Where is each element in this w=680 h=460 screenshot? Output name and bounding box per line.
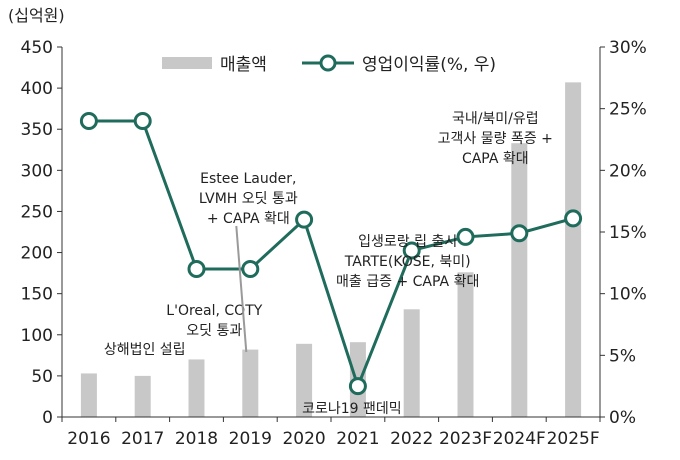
- margin-point-2018: [187, 260, 206, 278]
- annotations: 상해법인 설립 L'Oreal, COTY 오딧 통과 Estee Lauder, LV…: [104, 111, 553, 417]
- legend-line-marker: [319, 54, 337, 72]
- annotation-leader-line: [235, 225, 248, 353]
- bar-2016: [80, 373, 97, 417]
- margin-line-path: [88, 119, 574, 391]
- legend-bar-swatch: [162, 57, 212, 69]
- annotation-0-line-0: 상해법인 설립: [104, 342, 186, 358]
- left-tick-label: 0: [42, 408, 53, 428]
- bar-2018: [188, 359, 205, 417]
- annotation-2-line-0: Estee Lauder,: [200, 171, 296, 187]
- bar-2022: [403, 309, 420, 417]
- left-tick-label: 150: [21, 285, 53, 305]
- annotation-3-line-0: 코로나19 팬데믹: [302, 401, 402, 417]
- bar-2019: [242, 349, 259, 417]
- annotation-5-line-0: 국내/북미/유럽: [452, 111, 539, 127]
- left-tick-label: 300: [21, 161, 53, 181]
- annotation-1-line-0: L'Oreal, COTY: [166, 303, 262, 319]
- left-tick-label: 400: [21, 79, 53, 99]
- margin-point-2023F: [456, 227, 475, 246]
- x-tick-label: 2024F: [493, 429, 546, 449]
- right-tick-label: 15%: [609, 223, 647, 243]
- annotation-5-line-2: CAPA 확대: [462, 151, 529, 167]
- legend-bar-label: 매출액: [220, 55, 267, 75]
- x-tick-label: 2018: [175, 429, 218, 449]
- x-tick-label: 2016: [67, 429, 110, 449]
- bar-2020: [296, 343, 313, 417]
- margin-point-2021: [348, 377, 367, 396]
- bar-2017: [134, 375, 151, 417]
- left-tick-label: 100: [21, 326, 53, 346]
- right-tick-label: 10%: [609, 285, 647, 305]
- annotation-1-line-1: 오딧 통과: [186, 323, 242, 339]
- annotation-2-line-1: LVMH 오딧 통과: [199, 191, 298, 207]
- annotation-5-line-1: 고객사 물량 폭증 +: [438, 131, 553, 147]
- legend: 매출액 영업이익률(%, 우): [162, 54, 496, 75]
- margin-point-2019: [241, 260, 260, 278]
- margin-point-2022: [402, 241, 421, 260]
- right-tick-label: 30%: [609, 38, 647, 58]
- left-tick-label: 250: [21, 202, 53, 222]
- margin-point-2020: [295, 210, 314, 229]
- bar-2023F: [457, 272, 474, 417]
- right-tick-label: 20%: [609, 161, 647, 181]
- legend-line-label: 영업이익률(%, 우): [362, 55, 496, 75]
- annotation-4-line-0: 입생로랑 립 출시: [358, 234, 457, 250]
- margin-line: [79, 112, 583, 396]
- right-tick-label: 5%: [609, 346, 636, 366]
- margin-point-2024F: [510, 224, 529, 243]
- right-tick-label: 0%: [609, 408, 636, 428]
- x-tick-label: 2023F: [439, 429, 492, 449]
- annotation-4-line-1: TARTE(KOSE, 북미): [344, 254, 471, 270]
- x-tick-label: 2021: [336, 429, 379, 449]
- annotation-2-line-2: + CAPA 확대: [207, 211, 290, 227]
- x-tick-label: 2019: [229, 429, 272, 449]
- axes: 0 50 100 150 200 250 300 350 400 450 0% 5% 10% 15% 20%…: [21, 38, 647, 449]
- x-tick-label: 2020: [282, 429, 325, 449]
- bar-2024F: [511, 143, 528, 417]
- x-tick-label: 2017: [121, 429, 164, 449]
- left-tick-label: 350: [21, 120, 53, 140]
- left-axis-unit: (십억원): [8, 6, 65, 25]
- annotation-4-line-2: 매출 급증 + CAPA 확대: [336, 274, 479, 290]
- x-tick-label: 2022: [390, 429, 433, 449]
- margin-point-2025F: [564, 209, 583, 228]
- margin-point-2017: [133, 112, 152, 130]
- left-tick-label: 450: [21, 38, 53, 58]
- left-tick-label: 50: [31, 367, 53, 387]
- x-tick-label: 2025F: [547, 429, 600, 449]
- bars: [80, 82, 582, 417]
- bar-2025F: [565, 82, 582, 417]
- left-tick-label: 200: [21, 244, 53, 264]
- right-tick-label: 25%: [609, 100, 647, 120]
- margin-point-2016: [79, 112, 98, 130]
